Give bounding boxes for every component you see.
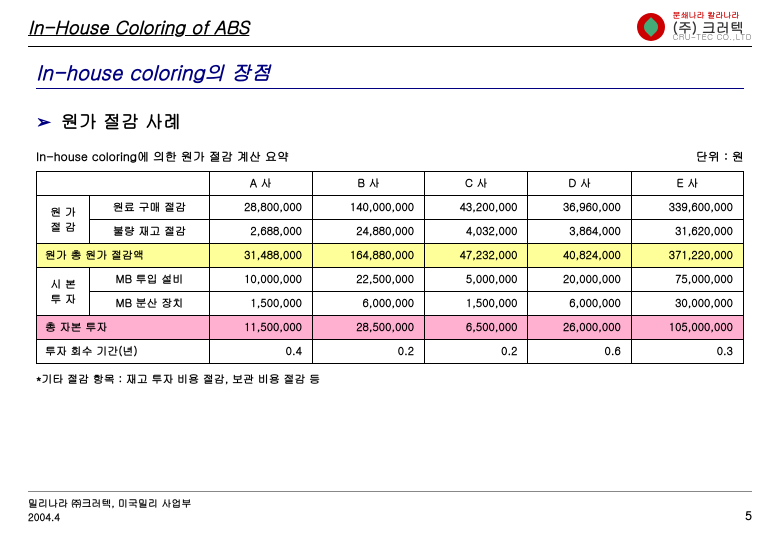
cell: 30,000,000 — [631, 292, 743, 316]
cell: 371,220,000 — [631, 244, 743, 268]
cell: 22,500,000 — [312, 268, 424, 292]
row-label: 원료 구매 절감 — [90, 196, 209, 220]
page-number: 5 — [745, 507, 752, 524]
header: In-House Coloring of ABS 분쇄나라 칼라나라 (주) 크… — [28, 12, 752, 47]
col-header: C 사 — [425, 172, 528, 196]
cell: 10,000,000 — [209, 268, 312, 292]
cell: 0.2 — [425, 340, 528, 364]
footer-date: 2004.4 — [28, 510, 191, 524]
subtotal-row: 원가 총 원가 절감액 31,488,000 164,880,000 47,23… — [37, 244, 744, 268]
cell: 47,232,000 — [425, 244, 528, 268]
total-row: 총 자본 투자 11,500,000 28,500,000 6,500,000 … — [37, 316, 744, 340]
cell: 20,000,000 — [528, 268, 631, 292]
table-row: 불량 재고 절감 2,688,000 24,880,000 4,032,000 … — [37, 220, 744, 244]
cell: 11,500,000 — [209, 316, 312, 340]
cell: 36,960,000 — [528, 196, 631, 220]
col-header: E 사 — [631, 172, 743, 196]
row-group-label: 시 본 투 자 — [37, 268, 90, 316]
cell: 105,000,000 — [631, 316, 743, 340]
payback-label: 투자 회수 기간(년) — [37, 340, 210, 364]
col-header: B 사 — [312, 172, 424, 196]
table-row: 시 본 투 자 MB 투입 설비 10,000,000 22,500,000 5… — [37, 268, 744, 292]
total-label: 총 자본 투자 — [37, 316, 210, 340]
row-label: MB 투입 설비 — [90, 268, 209, 292]
cell: 1,500,000 — [209, 292, 312, 316]
cell: 0.3 — [631, 340, 743, 364]
row-group-label: 원 가 절 감 — [37, 196, 90, 244]
section-heading-text: 원가 절감 사례 — [61, 109, 181, 134]
footer: 밀리나라 ㈜크러텍, 미국밀리 사업부 2004.4 5 — [28, 491, 752, 524]
col-header: A 사 — [209, 172, 312, 196]
unit-label: 단위 : 원 — [696, 148, 744, 165]
cell: 75,000,000 — [631, 268, 743, 292]
cell: 0.6 — [528, 340, 631, 364]
page-title: In-House Coloring of ABS — [28, 15, 249, 40]
cell: 0.2 — [312, 340, 424, 364]
col-header: D 사 — [528, 172, 631, 196]
subtitle: In-house coloring의 장점 — [36, 57, 744, 89]
cell: 6,000,000 — [312, 292, 424, 316]
cell: 164,880,000 — [312, 244, 424, 268]
cell: 1,500,000 — [425, 292, 528, 316]
table-row: MB 분산 장치 1,500,000 6,000,000 1,500,000 6… — [37, 292, 744, 316]
footer-org: 밀리나라 ㈜크러텍, 미국밀리 사업부 — [28, 496, 191, 510]
cell: 31,620,000 — [631, 220, 743, 244]
section-heading: ➢ 원가 절감 사례 — [28, 95, 752, 144]
table-corner — [37, 172, 210, 196]
cost-savings-table: A 사 B 사 C 사 D 사 E 사 원 가 절 감 원료 구매 절감 28,… — [36, 171, 744, 364]
subtotal-label: 원가 총 원가 절감액 — [37, 244, 210, 268]
footnote: *기타 절감 항목 : 재고 투자 비용 절감, 보관 비용 절감 등 — [28, 364, 752, 387]
cell: 5,000,000 — [425, 268, 528, 292]
cell: 140,000,000 — [312, 196, 424, 220]
cell: 6,000,000 — [528, 292, 631, 316]
row-label: 불량 재고 절감 — [90, 220, 209, 244]
cell: 6,500,000 — [425, 316, 528, 340]
cell: 26,000,000 — [528, 316, 631, 340]
cell: 43,200,000 — [425, 196, 528, 220]
cell: 28,800,000 — [209, 196, 312, 220]
logo-mark-icon — [637, 13, 665, 41]
cell: 0.4 — [209, 340, 312, 364]
cell: 2,688,000 — [209, 220, 312, 244]
bullet-arrow-icon: ➢ — [36, 109, 51, 134]
cell: 28,500,000 — [312, 316, 424, 340]
table-header-row: A 사 B 사 C 사 D 사 E 사 — [37, 172, 744, 196]
cell: 3,864,000 — [528, 220, 631, 244]
logo-brand-en: CRU-TEC CO.,LTD — [673, 34, 752, 42]
cell: 4,032,000 — [425, 220, 528, 244]
cell: 339,600,000 — [631, 196, 743, 220]
summary-label: In-house coloring에 의한 원가 절감 계산 요약 — [36, 148, 289, 165]
cell: 24,880,000 — [312, 220, 424, 244]
row-label: MB 분산 장치 — [90, 292, 209, 316]
payback-row: 투자 회수 기간(년) 0.4 0.2 0.2 0.6 0.3 — [37, 340, 744, 364]
cell: 31,488,000 — [209, 244, 312, 268]
table-row: 원 가 절 감 원료 구매 절감 28,800,000 140,000,000 … — [37, 196, 744, 220]
cell: 40,824,000 — [528, 244, 631, 268]
company-logo: 분쇄나라 칼라나라 (주) 크러텍 CRU-TEC CO.,LTD — [637, 12, 752, 42]
